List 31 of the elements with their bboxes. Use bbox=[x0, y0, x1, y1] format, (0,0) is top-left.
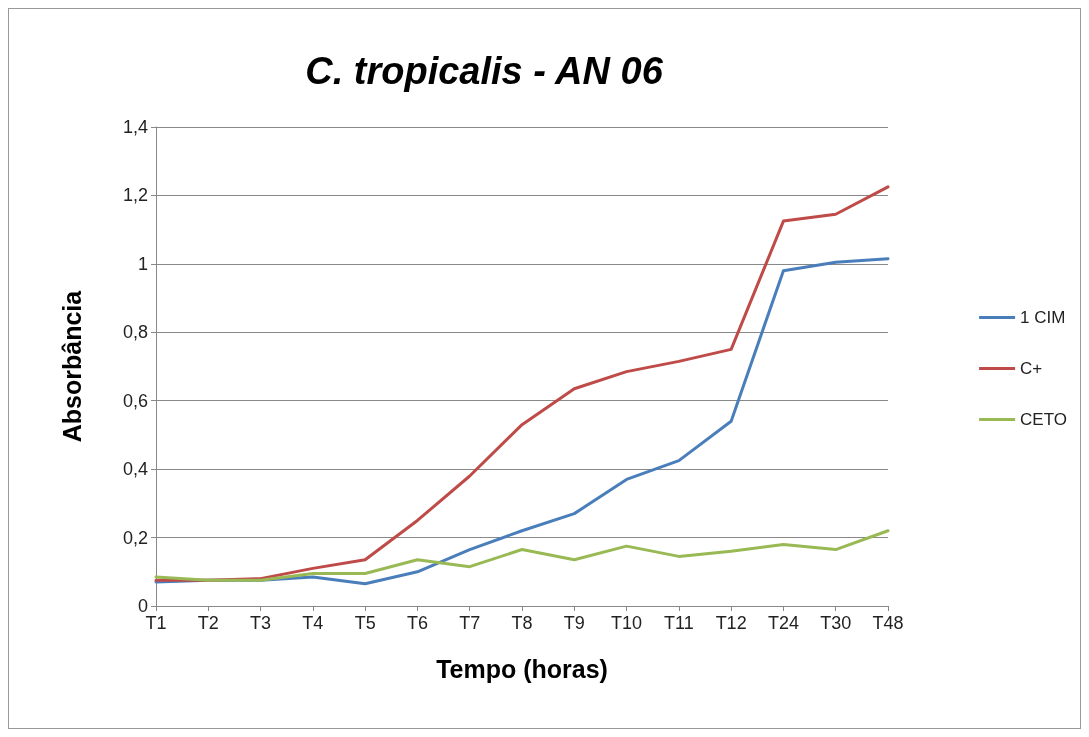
x-tick-label: T2 bbox=[197, 613, 219, 633]
x-tick-label: T6 bbox=[406, 613, 428, 633]
x-tick-label: T9 bbox=[563, 613, 585, 633]
legend-label: 1 CIM bbox=[1020, 308, 1066, 327]
y-tick-label: 0,4 bbox=[122, 459, 148, 480]
y-axis-title: Absorbância bbox=[57, 289, 86, 443]
y-tick-label: 0,6 bbox=[122, 390, 148, 411]
x-tick-label: T30 bbox=[820, 613, 852, 633]
x-tick-label: T12 bbox=[715, 613, 747, 633]
x-tick-label: T1 bbox=[145, 613, 167, 633]
x-tick-label: T10 bbox=[611, 613, 643, 633]
x-tick-label: T48 bbox=[872, 613, 904, 633]
chart-title: C. tropicalis - AN 06 bbox=[305, 50, 664, 92]
y-tick-label: 1 bbox=[137, 253, 148, 274]
y-tick-label: 0 bbox=[137, 596, 148, 616]
x-tick-label: T7 bbox=[459, 613, 481, 633]
legend-label: C+ bbox=[1020, 359, 1043, 378]
y-tick-label: 1,4 bbox=[122, 117, 148, 137]
line-series bbox=[154, 185, 890, 582]
x-tick-label: T4 bbox=[302, 613, 324, 633]
x-axis-title: Tempo (horas) bbox=[436, 654, 608, 683]
x-tick-label: T24 bbox=[767, 613, 799, 633]
x-tick-label: T5 bbox=[354, 613, 376, 633]
y-tick-label: 0,2 bbox=[122, 527, 148, 548]
legend-label: CETO bbox=[1020, 410, 1068, 429]
line-series bbox=[154, 529, 890, 582]
x-tick-label: T3 bbox=[250, 613, 272, 633]
x-tick-label: T11 bbox=[664, 613, 694, 633]
y-tick-label: 0,8 bbox=[122, 322, 148, 343]
x-tick-label: T8 bbox=[511, 613, 533, 633]
y-tick-label: 1,2 bbox=[122, 185, 148, 206]
